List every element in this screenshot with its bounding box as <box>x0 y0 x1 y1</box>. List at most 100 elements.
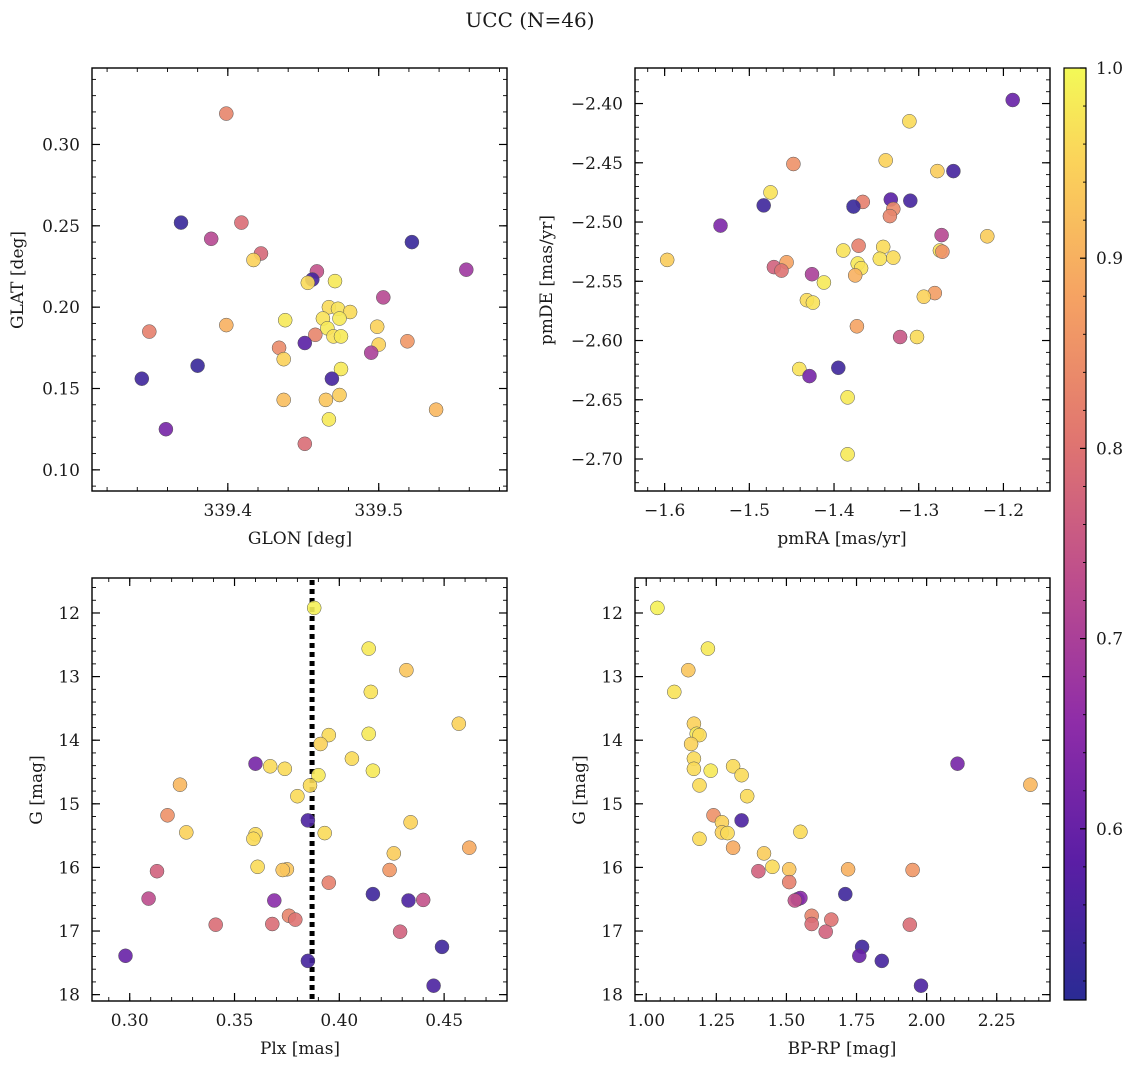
x-tick-label: −1.4 <box>813 501 854 521</box>
axes-frame <box>634 67 1051 492</box>
data-point <box>816 275 832 290</box>
y-axis-label-g-left: G [mag] <box>27 755 47 824</box>
x-tick-label: 1.50 <box>767 1011 805 1031</box>
y-axis-label-g-right: G [mag] <box>570 755 590 824</box>
data-point <box>774 263 789 278</box>
data-point <box>333 361 349 377</box>
data-point <box>313 736 328 752</box>
data-point <box>849 319 865 334</box>
x-tick-label: −1.3 <box>898 501 939 521</box>
data-point <box>902 114 917 129</box>
y-tick-label: 13 <box>601 668 623 688</box>
data-point <box>756 846 772 861</box>
data-point <box>428 402 444 417</box>
y-axis-label-glat: GLAT [deg] <box>8 231 28 329</box>
axes-frame <box>91 67 508 492</box>
axes-frame <box>91 577 508 1002</box>
data-point <box>365 763 381 778</box>
data-point <box>1023 777 1038 792</box>
x-tick-label: 339.5 <box>354 501 403 521</box>
scatter-points-pmra-pmde <box>659 92 1020 462</box>
data-point <box>878 153 893 168</box>
data-point <box>683 736 699 752</box>
data-point <box>342 304 358 320</box>
data-point <box>302 778 318 793</box>
x-tick-label: 1.25 <box>697 1011 735 1031</box>
data-point <box>905 862 920 878</box>
data-point <box>935 244 950 259</box>
axes-bprp-g: 1.00 1.25 1.50 1.75 2.00 2.25 12 13 14 15 16 17 18 <box>601 577 1051 1031</box>
y-tick-label: 12 <box>601 604 623 624</box>
data-point <box>403 815 418 830</box>
data-point <box>234 215 249 230</box>
data-point <box>765 859 780 875</box>
y-tick-label: 15 <box>601 795 623 815</box>
axes-glon-glat: 339.4 339.5 0.10 0.15 0.20 0.25 0.30 <box>42 67 508 521</box>
x-tick-label: 0.30 <box>111 1011 149 1031</box>
y-tick-label: 16 <box>601 858 623 878</box>
data-point <box>872 251 888 267</box>
data-point <box>250 859 265 875</box>
data-point <box>434 939 450 955</box>
data-point <box>692 727 707 743</box>
y-tick-label: −2.65 <box>571 391 623 411</box>
data-point <box>203 231 219 247</box>
data-point <box>851 238 866 253</box>
x-tick-label: 2.25 <box>978 1011 1016 1031</box>
data-point <box>824 912 839 927</box>
data-point <box>725 840 741 855</box>
data-point <box>300 953 316 969</box>
data-point <box>787 893 803 908</box>
y-tick-label: 18 <box>601 986 623 1006</box>
data-point <box>248 756 263 771</box>
data-point <box>703 763 718 778</box>
y-tick-label: 12 <box>58 604 80 624</box>
x-tick-label: −1.6 <box>644 501 685 521</box>
y-tick-label: −2.70 <box>571 450 623 470</box>
data-point <box>308 327 323 343</box>
data-point <box>376 290 391 305</box>
data-point <box>160 808 175 823</box>
data-point <box>118 948 133 964</box>
colorbar-tick-label: 1.0 <box>1096 59 1123 79</box>
data-point <box>667 684 682 700</box>
data-point <box>840 447 855 462</box>
data-point <box>734 813 749 828</box>
data-point <box>692 778 707 793</box>
data-point <box>134 371 150 386</box>
y-tick-label: 0.15 <box>42 380 80 400</box>
y-tick-label: −2.60 <box>571 332 623 352</box>
data-point <box>327 273 343 289</box>
data-point <box>781 862 797 877</box>
data-point <box>426 978 441 993</box>
axes-pmra-pmde: −1.6 −1.5 −1.4 −1.3 −1.2 −2.40 −2.45 −2.50 −2.55… <box>571 67 1051 521</box>
data-point <box>288 912 303 927</box>
data-point <box>892 329 908 345</box>
y-tick-label: 0.30 <box>42 135 80 155</box>
data-point <box>846 199 861 214</box>
data-point <box>831 360 846 376</box>
data-point <box>763 185 778 200</box>
data-point <box>179 825 194 840</box>
data-point <box>459 262 474 277</box>
data-point <box>980 229 995 244</box>
data-point <box>713 218 728 233</box>
data-point <box>874 953 890 969</box>
data-point <box>462 840 477 855</box>
data-point <box>804 266 820 282</box>
data-point <box>300 275 316 291</box>
data-point <box>246 831 261 847</box>
y-tick-label: 17 <box>58 922 80 942</box>
data-point <box>386 846 402 861</box>
data-point <box>363 345 379 360</box>
data-point <box>317 825 332 841</box>
data-point <box>415 892 431 908</box>
x-tick-label: 2.00 <box>908 1011 946 1031</box>
colorbar-tick-label: 0.8 <box>1096 439 1123 459</box>
data-point <box>149 863 165 879</box>
data-point <box>265 916 280 932</box>
x-tick-label: 0.35 <box>216 1011 254 1031</box>
data-point <box>173 215 189 230</box>
data-point <box>792 361 807 377</box>
